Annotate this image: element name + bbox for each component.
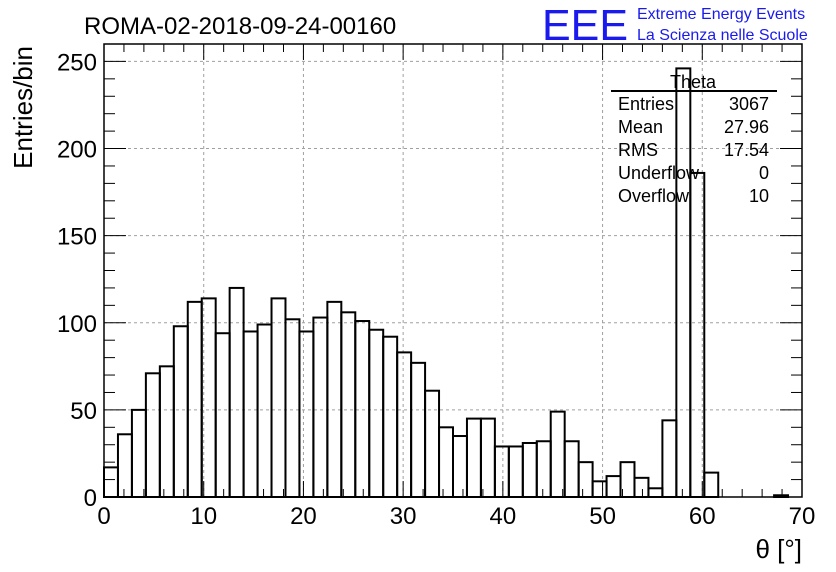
histogram-bin [675,67,692,499]
x-tick-label: 10 [190,503,217,530]
eee-logo: EEE Extreme Energy Events La Scienza nel… [542,1,808,50]
x-tick-label: 50 [589,503,616,530]
histogram-bin [465,417,482,499]
stats-label: Overflow [618,186,690,206]
x-tick-label: 60 [689,503,716,530]
histogram-bin [186,300,203,498]
y-tick-labels: 0 50 100 150 200 250 [57,49,97,512]
histogram-bin [605,475,622,499]
logo-line-1: Extreme Energy Events [637,6,805,23]
y-tick-label: 200 [57,137,97,164]
histogram-bin [661,419,678,499]
histogram-bin [535,440,552,498]
histogram-bin [298,330,315,498]
y-axis-label: Entries/bin [8,46,38,169]
histogram-bin [452,435,468,498]
histogram-bin [382,335,399,499]
x-axis-label: θ [°] [755,534,802,564]
histogram-bin [284,318,301,498]
histogram-bin [438,426,455,498]
histogram-bin [340,311,357,499]
histogram-bin [577,461,594,498]
histogram-bin [158,365,175,499]
stats-box: Theta Entries 3067 Mean 27.96 RMS 17.54 Underf… [611,72,777,206]
stats-value: 10 [749,186,769,206]
histogram-bin [242,330,259,498]
x-tick-label: 20 [290,503,317,530]
x-tick-label: 0 [97,503,110,530]
histogram-bin [507,445,524,499]
stats-label: Entries [618,94,674,114]
stats-label: Mean [618,117,663,137]
logo-letters: EEE [542,1,628,50]
stats-title: Theta [670,72,717,92]
y-tick-label: 100 [57,311,97,338]
histogram-bin [172,325,189,498]
y-tick-label: 0 [84,485,97,512]
histogram-bin [256,323,273,498]
stats-label: Underflow [618,163,700,183]
stats-value: 17.54 [724,140,769,160]
y-tick-label: 50 [70,398,97,425]
histogram-bin [103,466,119,498]
histogram-bin [312,316,329,498]
y-tick-label: 150 [57,224,97,251]
stats-label: RMS [618,140,658,160]
stats-value: 0 [759,163,769,183]
axis-ticks [103,43,803,498]
histogram-bin [326,300,343,498]
histogram-bin [228,286,245,498]
histogram-bin [563,440,580,498]
grid-lines [104,44,802,497]
histogram-bin [479,417,496,499]
histogram-bin [493,445,510,499]
logo-line-2: La Scienza nelle Scuole [637,27,808,44]
histogram-bin [214,332,231,498]
stats-value: 3067 [729,94,769,114]
histogram-bin [647,487,664,498]
y-tick-label: 250 [57,49,97,76]
x-tick-label: 70 [789,503,816,530]
x-tick-label: 40 [490,503,517,530]
histogram-bin [368,328,385,498]
histogram-bin [521,441,538,499]
x-tick-label: 30 [390,503,417,530]
x-tick-labels: 0 10 20 30 40 50 60 70 [97,503,815,530]
histogram-bin [144,372,161,498]
histogram-bin [549,410,566,498]
stats-value: 27.96 [724,117,769,137]
histogram-bin [130,408,147,498]
histogram-bin [396,351,413,498]
histogram-bin [424,389,441,499]
histogram-bin [116,433,133,498]
histogram-bin [703,471,720,499]
histogram-bin [410,361,427,499]
histogram-bin [270,297,287,498]
histogram-bin [354,320,371,498]
histogram-bin [591,480,608,499]
chart-title: ROMA-02-2018-09-24-00160 [84,13,396,40]
histogram-bin [633,476,650,499]
histogram-bars [103,67,790,499]
